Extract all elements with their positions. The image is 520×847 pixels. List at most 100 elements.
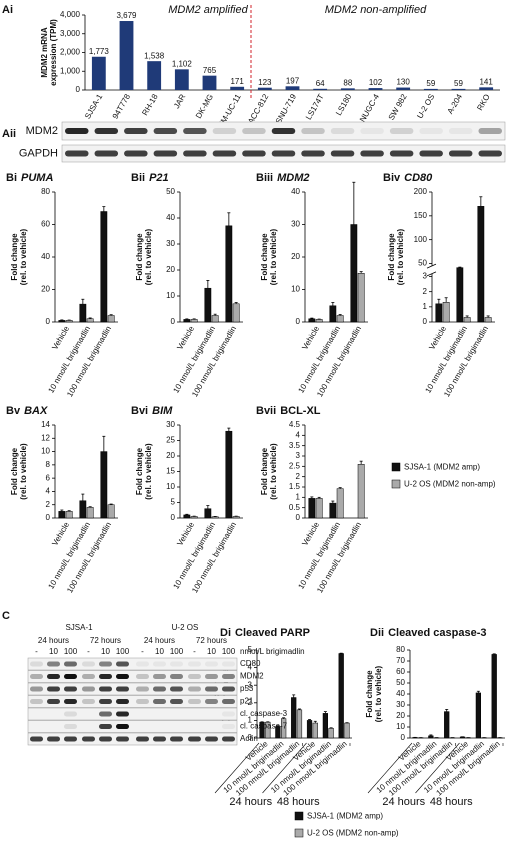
blot-band (205, 661, 218, 667)
blot-row-label: cl. caspase-3 (240, 709, 288, 718)
bar (204, 287, 212, 323)
blot-band (153, 686, 166, 692)
y-tick-label: 4,000 (60, 10, 81, 19)
panel-title-text: Cleaved PARP (235, 627, 310, 639)
bar (58, 511, 66, 519)
blot-band (360, 150, 384, 157)
blot-band (153, 736, 166, 742)
panel-label: Biii (256, 172, 273, 184)
y-tick-label: 10 (166, 482, 175, 491)
bar (100, 451, 108, 519)
y-tick-label: 15 (166, 467, 175, 476)
bar (306, 720, 313, 739)
y-tick-label: 20 (396, 711, 405, 720)
bar (428, 735, 434, 739)
blot-strip (27, 695, 238, 708)
bar (315, 498, 323, 519)
x-tick-label: Vehicle (300, 324, 321, 351)
axis-break-mark (426, 271, 437, 277)
bar (58, 320, 66, 323)
group-label: 48 hours (277, 796, 320, 808)
blot-band (170, 736, 183, 742)
blot-band (116, 661, 129, 667)
bar (328, 728, 334, 739)
bar (79, 303, 87, 323)
y-tick-label: 3,000 (60, 29, 81, 38)
blot-band (242, 128, 266, 134)
blot-band (99, 674, 112, 679)
y-axis-label: (rel. to vehicle) (269, 228, 278, 285)
y-tick-label: 0 (401, 733, 406, 742)
blot-band (64, 724, 77, 729)
dose-label: - (87, 647, 90, 656)
blot-band (301, 150, 325, 157)
value-label: 197 (286, 76, 300, 85)
bar (232, 516, 240, 519)
panel-label: Biv (383, 172, 401, 184)
blot-band (99, 699, 112, 704)
blot-band (205, 736, 218, 742)
blot-band (419, 150, 443, 157)
panel-label: Bv (6, 405, 21, 417)
blot-band (47, 686, 60, 692)
y-tick-label: 5 (171, 498, 176, 507)
y-tick-label: 40 (166, 213, 175, 222)
bar (484, 317, 492, 323)
value-label: 1,538 (144, 51, 165, 60)
bar (65, 511, 73, 519)
blot-band (212, 128, 237, 134)
bar (100, 211, 108, 323)
panel-title-text: PUMA (21, 172, 53, 184)
y-tick-label: 30 (291, 220, 300, 229)
group-label: 24 hours (382, 796, 425, 808)
y-tick-label: 0.5 (289, 503, 301, 512)
panel-label: Ai (2, 4, 13, 16)
bar (322, 713, 328, 739)
bar (183, 319, 191, 323)
dose-label: 100 (222, 647, 236, 656)
y-tick-label: 1 (296, 492, 301, 501)
axis-break-mark (426, 263, 437, 269)
blot-band (82, 674, 95, 679)
y-axis-label: (rel. to vehicle) (144, 228, 153, 285)
bar (435, 303, 443, 323)
blot-band (99, 686, 112, 692)
blot-band (153, 661, 166, 667)
y-tick-label: 5 (248, 645, 253, 654)
bar (357, 464, 365, 519)
panel-title: Bv BAX (6, 405, 48, 417)
y-tick-label: 2 (296, 472, 301, 481)
blot-band (82, 686, 95, 692)
y-axis-label: expression (TPM) (49, 19, 58, 86)
treatment-label: nmol/L brigimadlin (240, 647, 305, 656)
value-label: 64 (316, 79, 325, 88)
y-tick-label: 80 (396, 645, 405, 654)
bar (350, 224, 358, 323)
group-label: 24 hours (229, 796, 272, 808)
blot-strip (27, 707, 238, 721)
bar (357, 273, 365, 323)
bar (174, 69, 189, 90)
timepoint-label: 72 hours (90, 636, 121, 645)
panel-title-text: MDM2 (277, 172, 309, 184)
panel-label: Bvii (256, 405, 276, 417)
x-tick-label: Vehicle (300, 520, 321, 547)
blot-band (30, 674, 43, 679)
panel-label: C (2, 610, 10, 622)
blot-band (183, 128, 207, 134)
blot-band (478, 128, 502, 134)
group-bracket (214, 742, 260, 794)
panel-label: Bvi (131, 405, 148, 417)
x-tick-label: SW 982 (387, 92, 409, 122)
blot-row-label: p53 (240, 684, 254, 693)
blot-band (30, 686, 43, 692)
blot-band (330, 128, 355, 134)
blot-band (222, 674, 235, 679)
y-tick-label: 10 (166, 291, 175, 300)
blot-band (271, 128, 296, 134)
panel-label: Bi (6, 172, 17, 184)
value-label: 123 (258, 78, 272, 87)
x-tick-label: LS174T (304, 92, 326, 121)
cell-line-label: SJSA-1 (65, 623, 93, 632)
